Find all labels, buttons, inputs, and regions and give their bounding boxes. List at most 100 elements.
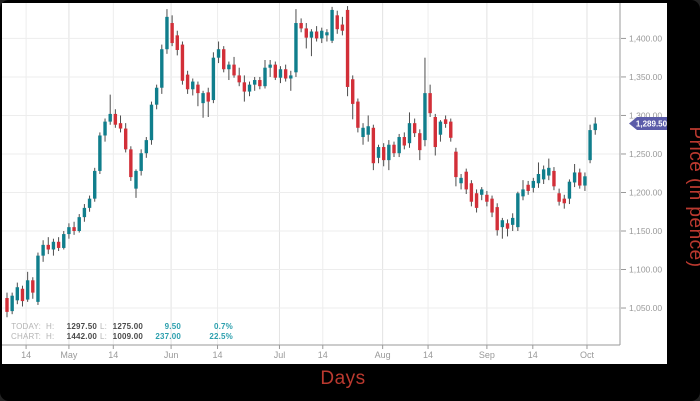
candle-body — [418, 133, 422, 151]
candle-body — [289, 75, 293, 79]
y-tick-label: 1,100.00 — [629, 265, 662, 275]
candle-body — [361, 127, 365, 138]
candle-body — [185, 74, 190, 90]
y-tick-label: 1,250.00 — [629, 149, 662, 159]
candle-body — [108, 113, 112, 122]
candle-body — [247, 84, 252, 92]
candle-body — [134, 170, 138, 189]
candle-body — [237, 75, 241, 83]
candle-body — [340, 24, 345, 31]
candle-body — [464, 171, 468, 190]
candle-body — [10, 295, 14, 312]
candle-body — [93, 170, 97, 199]
x-tick-label: 14 — [318, 350, 328, 360]
x-tick-label: Sep — [479, 350, 495, 360]
candle-body — [526, 184, 530, 191]
x-axis-title: Days — [320, 368, 366, 389]
x-tick-label: Jul — [274, 350, 286, 360]
candle-body — [505, 223, 510, 229]
candle-body — [412, 123, 417, 134]
candle-body — [20, 288, 25, 302]
stat-chart-pct: 22.5% — [209, 331, 233, 341]
candle-body — [449, 121, 453, 138]
x-tick-label: 14 — [21, 350, 31, 360]
y-tick-label: 1,300.00 — [629, 110, 662, 120]
candle-body — [351, 79, 355, 104]
candle-body — [123, 128, 128, 150]
candle-body — [201, 93, 205, 104]
candle-body — [402, 137, 407, 146]
candle-body — [521, 189, 525, 197]
candle-body — [144, 140, 149, 154]
stat-high-prefix: H: — [46, 322, 55, 331]
candle-body — [443, 119, 448, 124]
candle-body — [211, 57, 216, 101]
candle-body — [593, 123, 597, 131]
candle-body — [371, 127, 376, 164]
plot-background — [2, 3, 667, 364]
candle-body — [62, 234, 66, 248]
candle-body — [583, 176, 587, 186]
stat-high-prefix: H: — [46, 331, 55, 341]
candle-body — [536, 174, 541, 184]
x-tick-label: May — [60, 350, 78, 360]
candle-body — [273, 64, 278, 78]
candle-body — [407, 123, 412, 144]
candle-body — [41, 244, 45, 256]
candle-body — [160, 49, 164, 88]
candle-body — [366, 126, 370, 135]
stat-row-label: TODAY: — [11, 322, 41, 331]
candle-body — [113, 113, 118, 125]
candle-body — [557, 193, 561, 202]
candle-body — [428, 93, 432, 114]
candle-body — [180, 44, 185, 81]
candle-body — [474, 193, 479, 208]
candle-body — [258, 80, 262, 87]
candle-body — [438, 121, 443, 135]
candle-body — [67, 227, 71, 235]
candle-body — [139, 153, 143, 171]
candle-body — [36, 255, 40, 302]
candle-body — [216, 49, 221, 58]
candle-body — [387, 144, 391, 161]
candle-body — [356, 101, 360, 128]
stat-low-prefix: L: — [100, 322, 108, 331]
candle-body — [25, 280, 30, 300]
candle-body — [5, 298, 9, 312]
candle-body — [82, 207, 87, 218]
candle-body — [335, 15, 339, 30]
candle-body — [294, 23, 298, 73]
candle-body — [77, 217, 81, 231]
stat-today-high: 1297.50 — [66, 322, 97, 331]
candle-body — [392, 144, 396, 154]
candle-body — [268, 64, 272, 68]
stat-today-change: 9.50 — [164, 322, 181, 331]
candle-body — [72, 227, 76, 231]
candle-body — [149, 104, 154, 141]
candle-body — [278, 69, 283, 78]
stat-chart-high: 1442.00 — [66, 331, 97, 341]
candle-body — [469, 183, 474, 202]
stats-legend: TODAY: H: 1297.50 L: 1275.00 9.50 0.7% C… — [0, 322, 233, 341]
candle-body — [98, 135, 102, 171]
candle-body — [397, 137, 401, 154]
candle-body — [283, 69, 288, 79]
candle-body — [325, 32, 329, 36]
candle-body — [51, 241, 56, 250]
candle-body — [299, 23, 303, 29]
y-tick-label: 1,200.00 — [629, 187, 662, 197]
x-tick-label: Oct — [580, 350, 595, 360]
candle-body — [56, 241, 61, 248]
x-tick-label: Aug — [375, 350, 391, 360]
y-tick-label: 1,350.00 — [629, 72, 662, 82]
candle-body — [129, 149, 133, 178]
candle-body — [541, 169, 546, 180]
candle-body — [510, 217, 515, 225]
candle-body — [480, 189, 484, 195]
x-tick-label: Jun — [164, 350, 179, 360]
candle-body — [263, 67, 267, 87]
candle-body — [562, 198, 566, 204]
y-axis-title-text: Price (in pence) — [685, 126, 700, 268]
